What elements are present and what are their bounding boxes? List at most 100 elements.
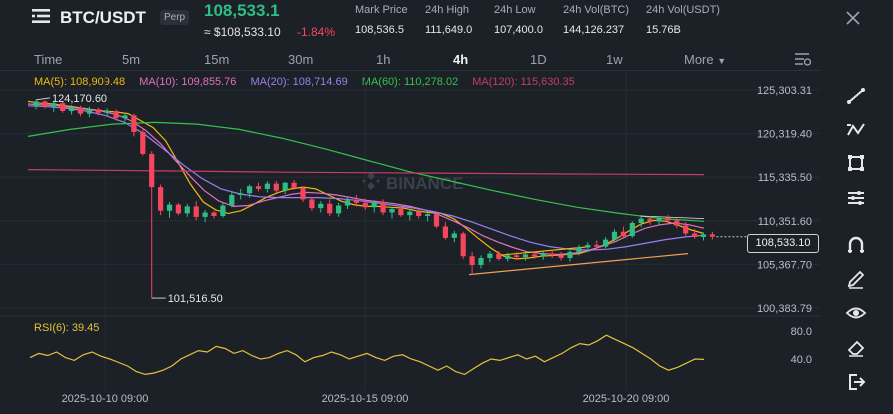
price-tick-label: 100,383.79: [757, 303, 812, 315]
tab-30m[interactable]: 30m: [288, 52, 314, 67]
candle-body: [247, 186, 253, 194]
candle-body: [113, 111, 119, 119]
candle-body: [451, 233, 457, 238]
candle-down: [647, 216, 653, 225]
tab-1w[interactable]: 1w: [606, 52, 623, 67]
visibility-toggle[interactable]: [836, 301, 876, 325]
candle-down: [665, 215, 671, 224]
candle-body: [158, 187, 164, 211]
candle-body: [478, 257, 484, 265]
candle-body: [674, 220, 680, 226]
multi-segment-tool[interactable]: [836, 118, 876, 142]
candle-body: [469, 256, 475, 265]
candle-body: [692, 233, 698, 237]
stat-24h-vol-usdt: 24h Vol(USDT) 15.76B: [646, 4, 720, 36]
candle-body: [202, 212, 208, 217]
candle-body: [238, 193, 244, 196]
ma60-label: MA(60): 110,278.02: [361, 76, 459, 88]
candle-down: [140, 129, 146, 156]
candle-body: [407, 211, 413, 216]
tab-time[interactable]: Time: [34, 52, 63, 67]
candle-down: [496, 250, 502, 261]
symbol-pair[interactable]: BTC/USDT: [60, 8, 146, 27]
trend-line-icon: [847, 88, 865, 104]
candle-up: [51, 101, 57, 112]
stat-mark-price: Mark Price 108,536.5: [355, 4, 408, 36]
eye-icon: [845, 307, 867, 319]
stat-value: 15.76B: [646, 24, 681, 36]
candle-up: [478, 255, 484, 269]
candle-down: [594, 240, 600, 251]
stat-24h-low: 24h Low 107,400.0: [494, 4, 543, 36]
chart-settings-icon[interactable]: [794, 51, 812, 67]
candle-up: [389, 207, 395, 219]
candle-up: [629, 221, 635, 238]
candle-up: [425, 211, 431, 222]
candle-body: [647, 218, 653, 222]
ma-line-ma60: [27, 121, 705, 222]
candle-body: [336, 205, 342, 214]
stat-value: 108,536.5: [355, 24, 404, 36]
candle-body: [140, 132, 146, 154]
candle-down: [60, 100, 66, 113]
stat-label: 24h Vol(BTC): [563, 4, 630, 16]
tab-5m[interactable]: 5m: [122, 52, 141, 67]
high-marker-line: [35, 97, 51, 101]
ma-line-ma10: [27, 103, 705, 256]
candle-down: [327, 199, 333, 217]
candle-body: [300, 188, 306, 200]
ma10-label: MA(10): 109,855.76: [139, 76, 237, 88]
magnet-tool[interactable]: [836, 233, 876, 257]
close-icon[interactable]: [845, 10, 861, 26]
extreme-markers: 124,170.60 101,516.50: [35, 93, 223, 305]
low-marker-label: 101,516.50: [168, 293, 223, 305]
binance-logo-icon: [362, 172, 380, 190]
horizontal-lines-tool[interactable]: [836, 186, 876, 210]
ma-line-ma20: [27, 105, 705, 251]
candle-body: [95, 109, 101, 113]
candle-up: [700, 232, 707, 241]
candle-up: [638, 216, 644, 228]
candle-body: [585, 244, 591, 248]
tab-more[interactable]: More ▼: [684, 52, 726, 67]
candle-down: [273, 181, 279, 194]
rsi-line: [29, 334, 705, 376]
tab-1h[interactable]: 1h: [376, 52, 391, 67]
current-price-tag: 108,533.10: [747, 234, 819, 253]
candle-up: [229, 192, 235, 208]
short-trendline: [497, 246, 591, 256]
candle-body: [620, 231, 626, 237]
tab-15m[interactable]: 15m: [204, 52, 230, 67]
time-tick-label: 2025-10-10 09:00: [62, 393, 149, 405]
tab-1d[interactable]: 1D: [530, 52, 547, 67]
candle-up: [611, 229, 618, 243]
usd-price: ≈ $108,533.10: [204, 25, 281, 39]
candle-down: [469, 251, 475, 275]
candle-body: [33, 101, 39, 106]
hamburger-menu-icon[interactable]: [32, 8, 50, 24]
ma120-label: MA(120): 115,630.35: [472, 76, 575, 88]
candle-body: [69, 107, 75, 112]
stat-value: 111,649.0: [425, 24, 473, 36]
candle-down: [149, 151, 155, 299]
pencil-tool[interactable]: [836, 267, 876, 291]
candle-down: [291, 180, 297, 190]
candle-body: [389, 209, 395, 213]
share-icon: [849, 374, 866, 390]
candle-down: [113, 109, 119, 121]
tab-4h[interactable]: 4h: [453, 52, 469, 67]
share-tool[interactable]: [836, 370, 876, 394]
candle-body: [442, 226, 448, 238]
rectangle-tool[interactable]: [836, 151, 876, 175]
candle-down: [620, 226, 626, 239]
ma20-label: MA(20): 108,714.69: [250, 76, 348, 88]
candle-body: [122, 115, 128, 119]
candle-body: [522, 254, 529, 258]
candle-body: [318, 203, 324, 209]
candle-up: [282, 181, 288, 195]
eraser-tool[interactable]: [836, 335, 876, 359]
trend-line-tool[interactable]: [836, 84, 876, 108]
candle-body: [603, 239, 609, 247]
candle-body: [665, 217, 671, 221]
